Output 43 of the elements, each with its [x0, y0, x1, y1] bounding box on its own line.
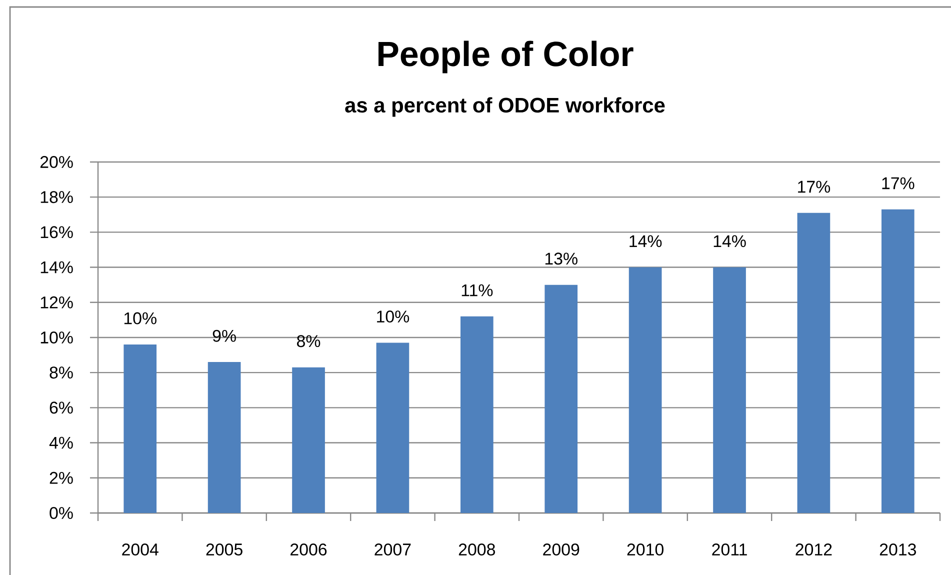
x-tick-label: 2007 — [374, 544, 411, 556]
data-label: 17% — [798, 180, 830, 193]
bar — [124, 344, 157, 513]
bar — [544, 284, 578, 513]
bar — [797, 212, 830, 513]
data-label: 9% — [212, 330, 236, 342]
data-label: 10% — [124, 312, 156, 324]
x-tick-label: 2006 — [290, 544, 327, 556]
x-tick-label: 2005 — [206, 544, 242, 556]
x-tick-label: 2012 — [796, 544, 832, 556]
y-tick-label: 10% — [40, 331, 73, 344]
x-tick-label: 2011 — [712, 544, 747, 556]
y-tick-label: 8% — [50, 366, 73, 379]
chart-title: People of Color — [378, 40, 634, 74]
x-tick-label: 2009 — [543, 544, 580, 556]
data-label: 14% — [630, 235, 662, 248]
bar — [460, 316, 494, 513]
y-tick-label: 14% — [40, 261, 73, 274]
y-tick-label: 12% — [40, 296, 73, 308]
chart-subtitle: as a percent of ODOE workforce — [345, 97, 665, 117]
data-label: 17% — [882, 177, 914, 190]
y-tick-label: 6% — [50, 402, 73, 414]
bar — [628, 267, 662, 513]
data-label: 14% — [714, 235, 746, 248]
bar — [376, 342, 410, 513]
bar — [292, 367, 325, 513]
x-tick-label: 2013 — [880, 544, 916, 556]
data-label: 8% — [297, 335, 320, 348]
data-label: 10% — [377, 310, 410, 323]
x-tick-label: 2008 — [458, 544, 496, 556]
data-label: 11% — [462, 284, 493, 296]
data-label: 13% — [545, 252, 578, 265]
y-tick-label: 18% — [40, 191, 73, 204]
x-tick-label: 2010 — [627, 544, 664, 556]
bar — [881, 209, 914, 513]
y-tick-label: 16% — [40, 226, 73, 238]
x-tick-label: 2004 — [122, 544, 158, 556]
y-tick-label: 0% — [50, 506, 73, 519]
y-tick-label: 2% — [50, 472, 73, 484]
bar — [208, 362, 241, 513]
bar — [713, 267, 746, 513]
y-tick-label: 20% — [40, 156, 73, 168]
y-tick-label: 4% — [49, 436, 73, 449]
